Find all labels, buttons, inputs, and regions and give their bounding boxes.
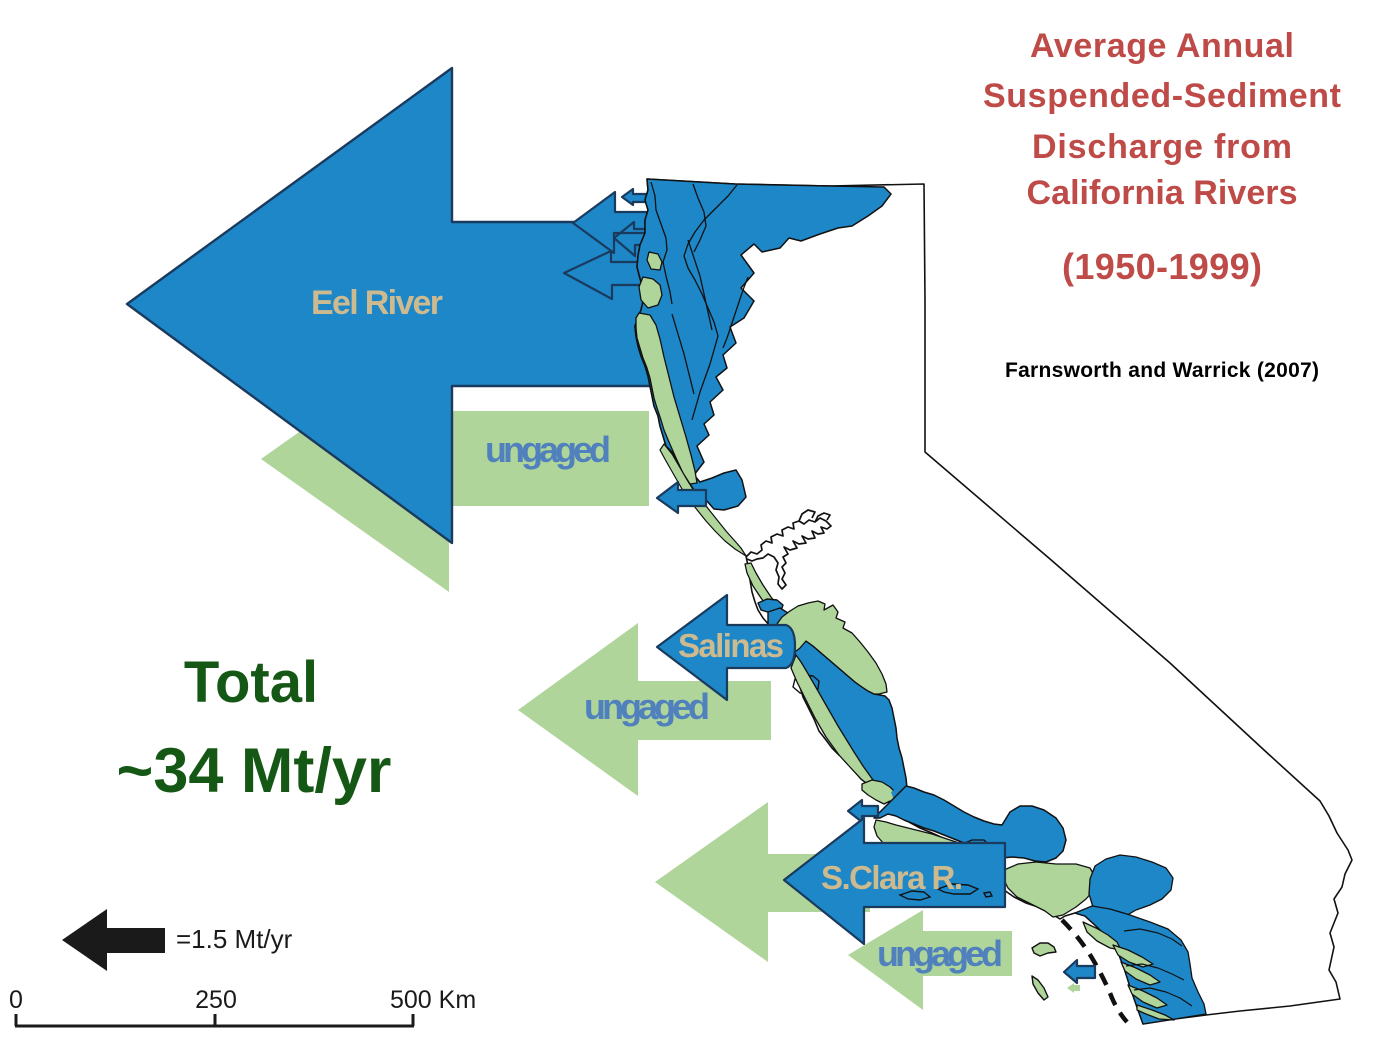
svg-text:ungaged: ungaged — [877, 933, 1003, 974]
svg-text:Eel River: Eel River — [311, 284, 443, 322]
svg-text:S.Clara R.: S.Clara R. — [821, 859, 963, 896]
svg-text:(1950-1999): (1950-1999) — [1062, 246, 1262, 287]
svg-text:=1.5 Mt/yr: =1.5 Mt/yr — [176, 924, 293, 954]
svg-text:ungaged: ungaged — [485, 429, 611, 470]
svg-text:Average Annual: Average Annual — [1030, 27, 1294, 65]
svg-text:Total: Total — [184, 650, 318, 715]
svg-text:500 Km: 500 Km — [390, 986, 476, 1014]
svg-text:~34 Mt/yr: ~34 Mt/yr — [117, 736, 392, 806]
svg-text:Farnsworth and Warrick (2007): Farnsworth and Warrick (2007) — [1005, 359, 1319, 382]
svg-text:Discharge from: Discharge from — [1032, 128, 1292, 166]
svg-text:0: 0 — [9, 986, 23, 1014]
svg-text:250: 250 — [195, 986, 237, 1014]
svg-text:Salinas: Salinas — [678, 627, 784, 664]
svg-text:California Rivers: California Rivers — [1027, 174, 1298, 212]
svg-text:ungaged: ungaged — [584, 686, 710, 727]
svg-text:Suspended-Sediment: Suspended-Sediment — [983, 77, 1341, 115]
